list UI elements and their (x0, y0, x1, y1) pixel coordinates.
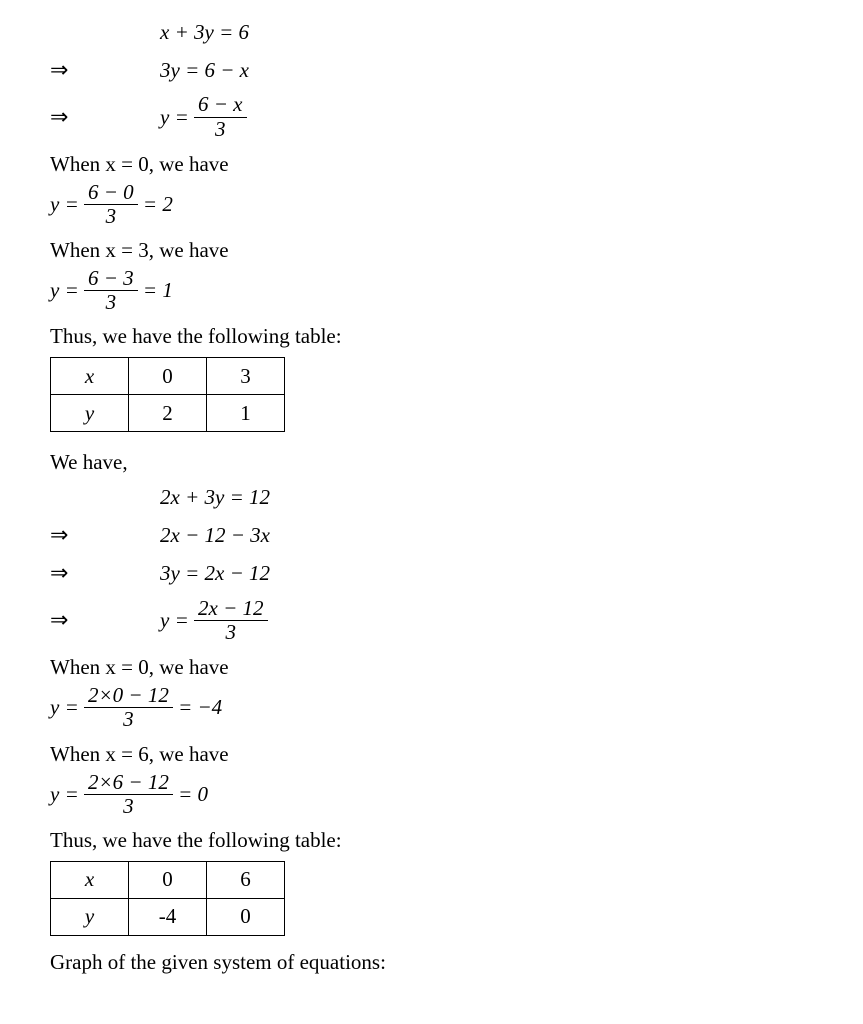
fraction: 6 − x 3 (194, 93, 247, 140)
value-table: x 0 6 y -4 0 (50, 861, 285, 936)
rhs: = 2 (143, 192, 173, 217)
equation-text: 3y = 2x − 12 (160, 561, 270, 586)
denominator: 3 (84, 205, 138, 228)
arrow-cell: ⇒ (50, 560, 110, 586)
arrow-cell: ⇒ (50, 522, 110, 548)
numerator: 2×6 − 12 (84, 771, 173, 795)
text-line: Thus, we have the following table: (50, 828, 813, 853)
lhs: y = (160, 105, 189, 130)
table-cell: x (51, 358, 129, 395)
text-line: Graph of the given system of equations: (50, 950, 813, 975)
table-cell: 0 (129, 861, 207, 898)
arrow-cell: ⇒ (50, 57, 110, 83)
eq-line: ⇒ y = 2x − 123 (50, 595, 813, 645)
lhs: y = (50, 192, 79, 217)
text-line: When x = 0, we have (50, 152, 813, 177)
value-table: x 0 3 y 2 1 (50, 357, 285, 432)
eq-line: ⇒ 3y = 6 − x (50, 54, 813, 86)
equation-text: y = 6 − x 3 (160, 93, 247, 140)
equation-text: y = 2×0 − 123 = −4 (50, 684, 813, 731)
text-line: When x = 0, we have (50, 655, 813, 680)
equation-text: y = 6 − 33 = 1 (50, 267, 813, 314)
text-line: Thus, we have the following table: (50, 324, 813, 349)
eq-line: ⇒ 2x − 12 − 3x (50, 519, 813, 551)
arrow-cell: ⇒ (50, 104, 110, 130)
lhs: y = (50, 278, 79, 303)
numerator: 2x − 12 (194, 597, 268, 621)
table-cell: 3 (207, 358, 285, 395)
equation-text: 2x − 12 − 3x (160, 523, 270, 548)
table-cell: y (51, 395, 129, 432)
numerator: 6 − x (194, 93, 247, 117)
numerator: 2×0 − 12 (84, 684, 173, 708)
eq-line: ⇒ y = 6 − x 3 (50, 92, 813, 142)
text-line: When x = 6, we have (50, 742, 813, 767)
lhs: y = (160, 608, 189, 633)
denominator: 3 (84, 795, 173, 818)
table-cell: 0 (207, 898, 285, 935)
equation-text: y = 2×6 − 123 = 0 (50, 771, 813, 818)
table-cell: 6 (207, 861, 285, 898)
equation-text: y = 6 − 03 = 2 (50, 181, 813, 228)
arrow-cell: ⇒ (50, 607, 110, 633)
table-cell: y (51, 898, 129, 935)
table-cell: 0 (129, 358, 207, 395)
denominator: 3 (194, 118, 247, 141)
rhs: = 0 (178, 782, 208, 807)
text-line: When x = 3, we have (50, 238, 813, 263)
table-cell: x (51, 861, 129, 898)
eq-line: 2x + 3y = 12 (50, 481, 813, 513)
denominator: 3 (84, 291, 138, 314)
eq-line: x + 3y = 6 (50, 16, 813, 48)
numerator: 6 − 3 (84, 267, 138, 291)
equation-text: 3y = 6 − x (160, 58, 249, 83)
equation-text: 2x + 3y = 12 (160, 485, 270, 510)
denominator: 3 (84, 708, 173, 731)
lhs: y = (50, 695, 79, 720)
table-cell: 2 (129, 395, 207, 432)
rhs: = 1 (143, 278, 173, 303)
equation-text: y = 2x − 123 (160, 597, 268, 644)
table-cell: -4 (129, 898, 207, 935)
denominator: 3 (194, 621, 268, 644)
lhs: y = (50, 782, 79, 807)
numerator: 6 − 0 (84, 181, 138, 205)
text-line: We have, (50, 450, 813, 475)
rhs: = −4 (178, 695, 222, 720)
equation-text: x + 3y = 6 (160, 20, 249, 45)
eq-line: ⇒ 3y = 2x − 12 (50, 557, 813, 589)
table-cell: 1 (207, 395, 285, 432)
